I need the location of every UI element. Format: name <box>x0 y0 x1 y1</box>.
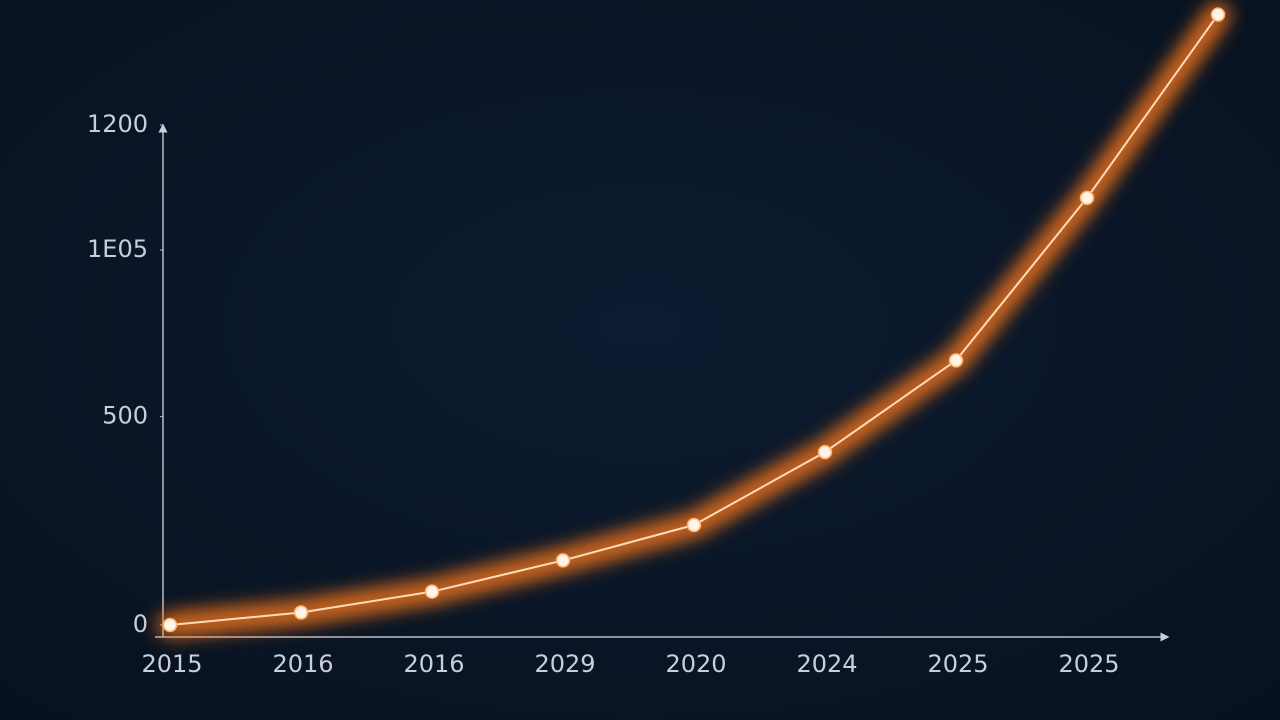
x-tick-label: 2029 <box>534 650 595 678</box>
x-tick-label: 2020 <box>665 650 726 678</box>
x-tick-label: 2016 <box>403 650 464 678</box>
point <box>1210 7 1226 22</box>
point <box>424 584 440 599</box>
x-tick-label: 2016 <box>272 650 333 678</box>
y-tick-label: 1E05 <box>87 235 148 263</box>
y-tick-label: 500 <box>102 402 148 430</box>
point <box>293 605 309 620</box>
point <box>162 617 178 633</box>
x-tick-label: 2025 <box>1058 650 1119 678</box>
x-tick-label: 2024 <box>796 650 857 678</box>
y-tick-label: 0 <box>133 610 148 638</box>
x-tick-label: 2025 <box>927 650 988 678</box>
plot-area: 0 500 1E05 1200 2015 2016 2016 2029 2020 2024 2025… <box>87 1 1231 678</box>
x-tick-label: 2015 <box>141 650 202 678</box>
point <box>555 553 571 568</box>
y-tick-label: 1200 <box>87 110 148 138</box>
point <box>948 353 964 368</box>
point <box>1079 190 1095 206</box>
point <box>686 517 702 533</box>
point <box>817 444 833 460</box>
